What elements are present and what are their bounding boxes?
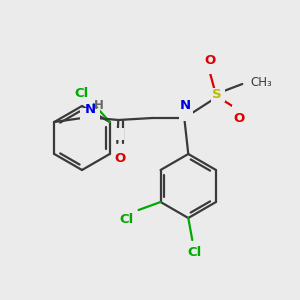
- Text: S: S: [212, 88, 222, 101]
- Text: N: N: [180, 99, 191, 112]
- FancyBboxPatch shape: [179, 107, 193, 121]
- Text: Cl: Cl: [119, 213, 134, 226]
- Text: O: O: [115, 152, 126, 165]
- FancyBboxPatch shape: [114, 128, 124, 140]
- FancyBboxPatch shape: [80, 108, 100, 122]
- Text: H: H: [94, 99, 104, 112]
- Text: O: O: [234, 112, 245, 125]
- Text: O: O: [205, 54, 216, 67]
- Text: Cl: Cl: [187, 246, 201, 259]
- FancyBboxPatch shape: [232, 105, 246, 119]
- Text: Cl: Cl: [74, 87, 89, 100]
- FancyBboxPatch shape: [203, 60, 217, 74]
- Text: CH₃: CH₃: [250, 76, 272, 88]
- Text: N: N: [84, 103, 95, 116]
- FancyBboxPatch shape: [211, 88, 225, 102]
